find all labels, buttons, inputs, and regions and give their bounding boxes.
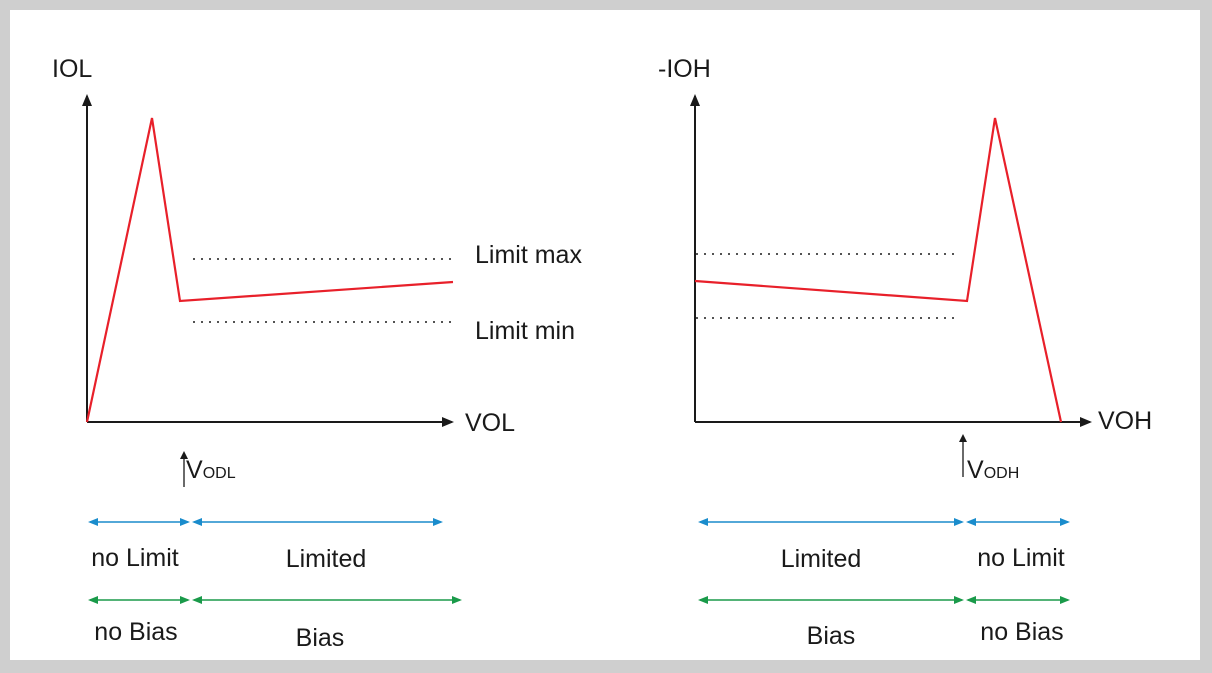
- left-limit-row-label-0: no Limit: [91, 544, 179, 572]
- left-vodl-sub: ODL: [203, 465, 236, 482]
- right-limit-row-label-1: no Limit: [977, 544, 1065, 572]
- right-x-axis-label: VOH: [1098, 407, 1152, 435]
- left-x-axis-label: VOL: [465, 409, 515, 437]
- right-bias-row-label-1: no Bias: [980, 618, 1063, 646]
- right-limit-row-label-0: Limited: [781, 545, 862, 573]
- left-diagram: IOL VOL Limit max Limit min VODL no Limi…: [52, 55, 582, 652]
- left-limit-row-label-1: Limited: [286, 545, 367, 573]
- right-bias-row-label-0: Bias: [807, 622, 856, 650]
- right-vodh-sub: ODH: [984, 465, 1020, 482]
- left-iol-curve: [85, 117, 454, 423]
- left-vodl-main: V: [186, 456, 203, 484]
- left-limit-max-label: Limit max: [475, 241, 582, 269]
- right-y-axis-label: -IOH: [658, 55, 711, 83]
- right-ioh-curve: [694, 117, 1063, 423]
- left-bias-row-label-0: no Bias: [94, 618, 177, 646]
- diagram-canvas: IOL VOL Limit max Limit min VODL no Limi…: [52, 55, 1152, 652]
- right-diagram: -IOH VOH VODH Limited no Limit Bias no B…: [658, 55, 1152, 650]
- left-vodl-label: VODL: [186, 456, 236, 484]
- diagram-frame: IOL VOL Limit max Limit min VODL no Limi…: [10, 10, 1200, 660]
- right-vodh-label: VODH: [967, 456, 1019, 484]
- left-y-axis-label: IOL: [52, 55, 92, 83]
- left-bias-row-label-1: Bias: [296, 624, 345, 652]
- right-vodh-main: V: [967, 456, 984, 484]
- left-limit-min-label: Limit min: [475, 317, 575, 345]
